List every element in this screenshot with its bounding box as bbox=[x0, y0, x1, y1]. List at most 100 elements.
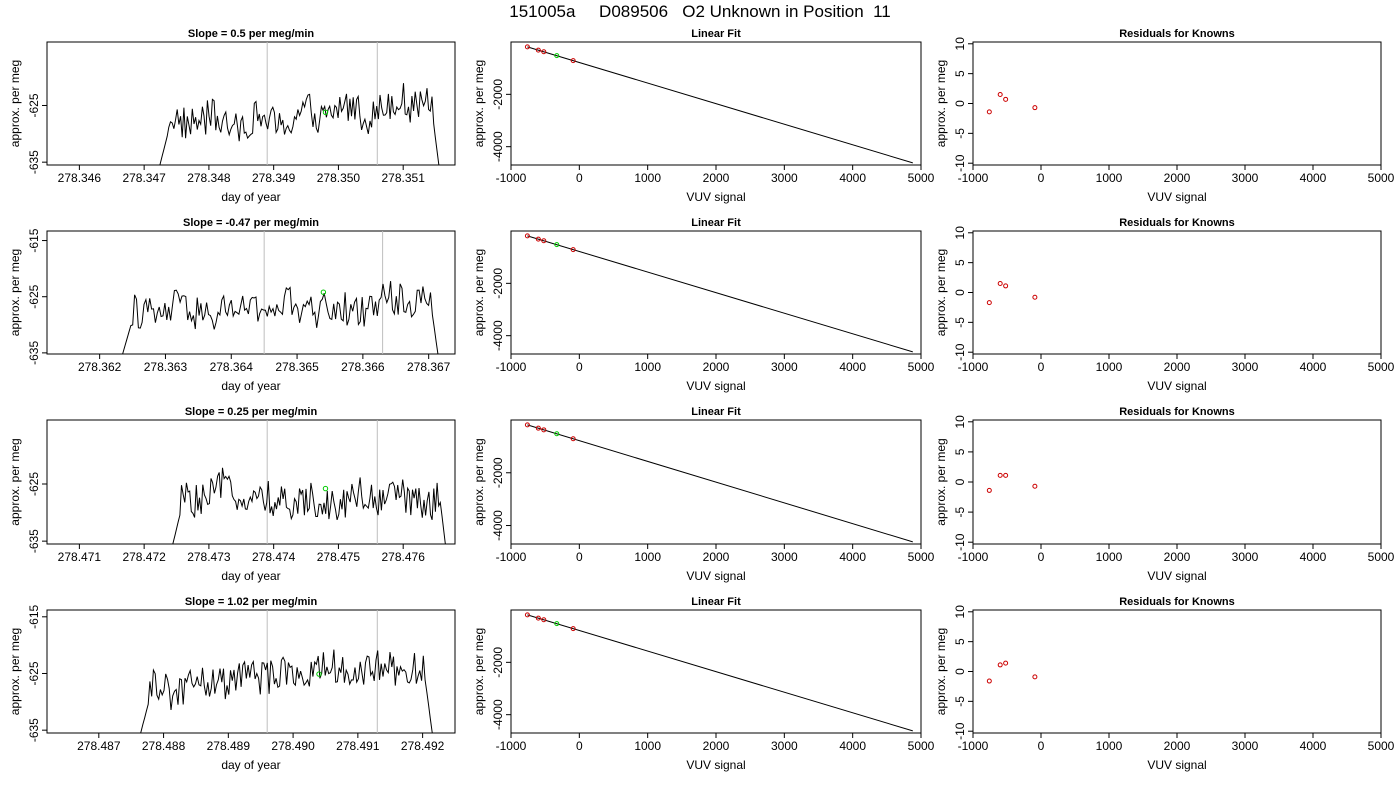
fit-1-xtick-label: -1000 bbox=[496, 360, 527, 374]
residuals-2-point bbox=[1003, 472, 1009, 478]
residuals-3-xtick-label: 0 bbox=[1038, 739, 1045, 753]
timeseries-3-trace bbox=[140, 649, 433, 733]
timeseries-3-ytick-label: -625 bbox=[27, 661, 41, 685]
timeseries-2-xtick-label: 278.472 bbox=[122, 550, 166, 564]
fit-3-known-point bbox=[541, 617, 547, 623]
fit-1-xtick-label: 1000 bbox=[634, 360, 661, 374]
residuals-0-point bbox=[986, 109, 992, 115]
fit-3-xtick-label: -1000 bbox=[496, 739, 527, 753]
residuals-2-ylabel: approx. per meg bbox=[934, 438, 948, 525]
fit-1-known-point bbox=[541, 238, 547, 244]
residuals-1-xtick-label: 4000 bbox=[1300, 360, 1327, 374]
fit-3-xtick-label: 2000 bbox=[703, 739, 730, 753]
timeseries-1-unknown-point bbox=[320, 289, 327, 295]
residuals-0-ylabel: approx. per meg bbox=[934, 60, 948, 147]
residuals-1-ytick-label: 5 bbox=[953, 259, 967, 266]
fit-0-ytick-label: -4000 bbox=[491, 131, 505, 162]
residuals-0-ytick-label: -10 bbox=[953, 154, 967, 172]
fit-0-xtick-label: 3000 bbox=[771, 171, 798, 185]
timeseries-0-unknown-point bbox=[322, 109, 329, 115]
residuals-0-title: Residuals for Knowns bbox=[1119, 28, 1235, 40]
residuals-0-point bbox=[997, 92, 1003, 98]
fit-1-known-point bbox=[570, 247, 576, 253]
timeseries-0-xtick-label: 278.347 bbox=[122, 171, 166, 185]
fit-2-known-point bbox=[524, 422, 530, 428]
residuals-3-xtick-label: 1000 bbox=[1096, 739, 1123, 753]
fit-3-line bbox=[527, 614, 913, 732]
residuals-0-xtick-label: 4000 bbox=[1300, 171, 1327, 185]
residuals-3-ytick-label: 0 bbox=[953, 668, 967, 675]
residuals-3-xtick-label: 5000 bbox=[1368, 739, 1395, 753]
fit-2-title: Linear Fit bbox=[691, 406, 741, 418]
timeseries-1-ytick-label: -615 bbox=[27, 228, 41, 252]
fit-1-xtick-label: 4000 bbox=[839, 360, 866, 374]
timeseries-0-xlabel: day of year bbox=[221, 190, 280, 204]
timeseries-0-ytick-label: -635 bbox=[27, 150, 41, 174]
timeseries-0-frame bbox=[46, 41, 456, 166]
timeseries-3-ytick-label: -615 bbox=[27, 604, 41, 628]
fit-3-xtick-label: 3000 bbox=[771, 739, 798, 753]
residuals-1-ytick-label: 10 bbox=[953, 226, 967, 240]
residuals-1-xtick-label: 5000 bbox=[1368, 360, 1395, 374]
timeseries-3-ylabel: approx. per meg bbox=[8, 628, 22, 715]
fit-0-known-point bbox=[524, 44, 530, 50]
residuals-1-ytick-label: 0 bbox=[953, 289, 967, 296]
fit-0-xtick-label: 5000 bbox=[908, 171, 935, 185]
fit-0-line bbox=[527, 46, 913, 164]
residuals-2-point bbox=[986, 487, 992, 493]
residuals-2-point bbox=[1032, 483, 1038, 489]
timeseries-0-ylabel: approx. per meg bbox=[8, 60, 22, 147]
figure-title: 151005a D089506 O2 Unknown in Position 1… bbox=[509, 2, 891, 21]
residuals-1-xtick-label: 2000 bbox=[1164, 360, 1191, 374]
fit-2-line bbox=[527, 424, 913, 543]
residuals-0-point bbox=[1032, 105, 1038, 111]
fit-1-unknown-point bbox=[554, 242, 560, 248]
residuals-3-point bbox=[1003, 660, 1009, 666]
fit-0-known-point bbox=[570, 58, 576, 64]
fit-0-xtick-label: 0 bbox=[576, 171, 583, 185]
fit-1-xtick-label: 2000 bbox=[703, 360, 730, 374]
residuals-1-ytick-label: -5 bbox=[953, 317, 967, 328]
residuals-1-xtick-label: 1000 bbox=[1096, 360, 1123, 374]
timeseries-1-xtick-label: 278.364 bbox=[210, 360, 254, 374]
fit-0-ylabel: approx. per meg bbox=[472, 60, 486, 147]
residuals-2-xtick-label: 2000 bbox=[1164, 550, 1191, 564]
residuals-3-xtick-label: 4000 bbox=[1300, 739, 1327, 753]
residuals-2-xtick-label: 1000 bbox=[1096, 550, 1123, 564]
fit-1-xtick-label: 0 bbox=[576, 360, 583, 374]
fit-3-known-point bbox=[524, 612, 530, 618]
timeseries-1-ylabel: approx. per meg bbox=[8, 249, 22, 336]
residuals-2-ytick-label: 0 bbox=[953, 478, 967, 485]
residuals-2-point bbox=[997, 472, 1003, 478]
fit-3-title: Linear Fit bbox=[691, 596, 741, 608]
fit-0-unknown-point bbox=[554, 53, 560, 59]
residuals-2-ytick-label: 10 bbox=[953, 415, 967, 429]
fit-0-known-point bbox=[535, 47, 541, 53]
fit-0-xtick-label: 2000 bbox=[703, 171, 730, 185]
timeseries-1-xlabel: day of year bbox=[221, 379, 280, 393]
residuals-3-frame bbox=[972, 609, 1382, 734]
timeseries-2-trace bbox=[172, 467, 446, 544]
residuals-0-xtick-label: -1000 bbox=[958, 171, 989, 185]
residuals-0-frame bbox=[972, 41, 1382, 166]
fit-0-xtick-label: -1000 bbox=[496, 171, 527, 185]
residuals-0-ytick-label: 5 bbox=[953, 70, 967, 77]
timeseries-0-xtick-label: 278.351 bbox=[381, 171, 425, 185]
fit-1-title: Linear Fit bbox=[691, 217, 741, 229]
residuals-0-xtick-label: 2000 bbox=[1164, 171, 1191, 185]
timeseries-0-xtick-label: 278.349 bbox=[252, 171, 296, 185]
fit-3-ytick-label: -4000 bbox=[491, 699, 505, 730]
residuals-1-point bbox=[1003, 283, 1009, 289]
residuals-0-xtick-label: 5000 bbox=[1368, 171, 1395, 185]
timeseries-3-xlabel: day of year bbox=[221, 758, 280, 772]
timeseries-1-xtick-label: 278.367 bbox=[407, 360, 451, 374]
residuals-3-ytick-label: -10 bbox=[953, 722, 967, 740]
timeseries-3-xtick-label: 278.492 bbox=[401, 739, 445, 753]
fit-2-known-point bbox=[541, 427, 547, 433]
residuals-2-title: Residuals for Knowns bbox=[1119, 406, 1235, 418]
timeseries-2-xtick-label: 278.474 bbox=[252, 550, 296, 564]
fit-2-ytick-label: -4000 bbox=[491, 510, 505, 541]
residuals-1-ytick-label: -10 bbox=[953, 343, 967, 361]
residuals-1-ylabel: approx. per meg bbox=[934, 249, 948, 336]
